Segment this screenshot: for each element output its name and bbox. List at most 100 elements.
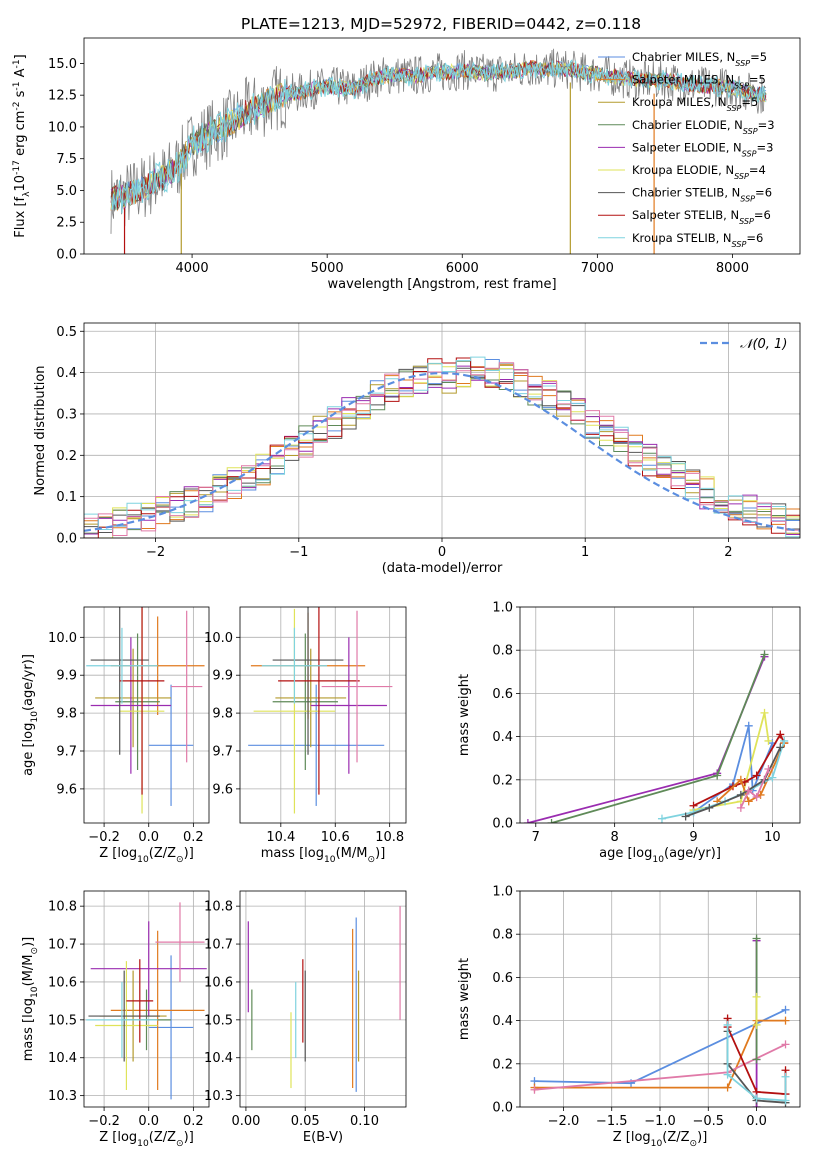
panel-spectrum: Chabrier MILES, NSSP=5 Salpeter MILES, NS… — [12, 37, 801, 292]
y-tick-label: 0.4 — [492, 1014, 513, 1029]
y-tick-label: 0.8 — [492, 928, 513, 943]
x-tick-label: 7000 — [581, 261, 614, 276]
series-point-4-4 — [776, 730, 785, 739]
x-tick-label: −0.2 — [88, 830, 120, 845]
y-tick-label: 10.6 — [48, 975, 77, 990]
y-tick-label: 10.8 — [48, 900, 77, 915]
model-spectrum-8 — [110, 61, 767, 210]
y-tick-label: 10.3 — [48, 1089, 77, 1104]
figure-title: PLATE=1213, MJD=52972, FIBERID=0442, z=0… — [241, 15, 641, 33]
y-tick-label: 5.0 — [56, 184, 77, 199]
x-tick-label: 8000 — [716, 261, 749, 276]
y-tick-label: 9.6 — [212, 782, 233, 797]
legend-label-normal: 𝒩(0, 1) — [740, 337, 787, 352]
errorbar-6 — [90, 607, 149, 755]
axes-frame — [83, 890, 210, 1108]
series-point-7-4 — [776, 743, 785, 752]
x-tick-label: 0.0 — [138, 830, 159, 845]
errorbar-8 — [86, 981, 158, 1058]
series-point-8-4 — [781, 1072, 790, 1081]
grid-lines — [520, 606, 800, 824]
errorbar-2 — [275, 648, 347, 748]
series-point-2-2 — [744, 721, 753, 730]
y-tick-label: 0.2 — [492, 1057, 513, 1072]
x-tick-label: 2 — [724, 545, 732, 560]
axis-ticks: −2 −1 0 1 2 0.0 0.1 0.2 0.3 0.4 0.5 — [56, 325, 732, 560]
legend-label-4: Salpeter ELODIE, NSSP=3 — [632, 140, 773, 158]
chart-panels: Chabrier MILES, NSSP=5 Salpeter MILES, NS… — [12, 37, 801, 1149]
y-tick-label: 9.7 — [56, 745, 77, 760]
plot-area — [86, 607, 205, 814]
x-tick-label: 0 — [438, 545, 446, 560]
y-tick-label: 0.6 — [492, 687, 513, 702]
x-axis-label: (data-model)/error — [382, 561, 503, 576]
axes-frame — [519, 606, 801, 824]
grid-lines — [240, 891, 406, 1107]
y-tick-label: 10.7 — [204, 938, 233, 953]
y-tick-label: 9.6 — [56, 782, 77, 797]
y-tick-label: 2.5 — [56, 216, 77, 231]
x-tick-label: 0.2 — [183, 1114, 204, 1129]
y-tick-label: 9.9 — [212, 669, 233, 684]
series-point-5-0 — [752, 1020, 761, 1029]
y-axis-label: Flux [fλ10-17 erg cm-2 s-1 A-1] — [12, 54, 32, 237]
errorbar-0 — [148, 955, 194, 1100]
axes-frame — [239, 606, 407, 824]
x-axis-label: age [log10(age/yr)] — [599, 846, 721, 865]
y-tick-label: 1.0 — [492, 601, 513, 616]
y-tick-label: 10.7 — [48, 938, 77, 953]
series-point-5-2 — [744, 797, 753, 806]
y-tick-label: 10.6 — [204, 975, 233, 990]
y-tick-label: 0.6 — [492, 971, 513, 986]
y-tick-label: 0.4 — [492, 730, 513, 745]
axes-frame — [83, 37, 801, 255]
y-axis-label: mass weight — [457, 958, 472, 1040]
x-axis-label: mass [log10(M/M⊙)] — [261, 846, 386, 865]
x-tick-label: 1 — [581, 545, 589, 560]
series-point-0-0 — [523, 819, 532, 823]
y-tick-label: 0.2 — [492, 773, 513, 788]
y-tick-label: 0.0 — [56, 248, 77, 263]
model-spectrum-top — [110, 59, 766, 214]
y-tick-label: 7.5 — [56, 152, 77, 167]
y-tick-label: 9.8 — [56, 707, 77, 722]
x-axis-label: wavelength [Angstrom, rest frame] — [327, 277, 556, 292]
y-tick-label: 0.0 — [492, 817, 513, 832]
series-point-0-2 — [781, 1005, 790, 1014]
plot-area — [84, 356, 800, 538]
panel-residuals: 𝒩(0, 1) −2 −1 0 1 2 0.0 0.1 0.2 0.3 0.4 0.5 (data-mo… — [33, 322, 801, 576]
series-point-4-3 — [752, 771, 761, 780]
plot-area — [523, 650, 789, 823]
plot-area — [110, 48, 767, 254]
errorbar-7 — [119, 607, 165, 795]
y-tick-label: 10.0 — [48, 631, 77, 646]
legend-label-2: Kroupa MILES, NSSP=5 — [632, 95, 758, 113]
x-tick-label: 10.8 — [375, 830, 404, 845]
x-axis-label: Z [log10(Z/Z⊙)] — [99, 1130, 194, 1149]
errorbar-4 — [310, 637, 387, 774]
y-tick-label: 0.4 — [56, 366, 77, 381]
x-tick-label: 0.2 — [183, 830, 204, 845]
x-tick-label: 10.6 — [321, 830, 350, 845]
errorbar-6 — [88, 970, 160, 1062]
x-tick-label: 0.0 — [746, 1114, 767, 1129]
x-tick-label: −1 — [289, 545, 308, 560]
y-tick-label: 10.0 — [204, 631, 233, 646]
y-tick-label: 10.4 — [204, 1051, 233, 1066]
y-tick-label: 0.8 — [492, 644, 513, 659]
x-tick-label: −2 — [146, 545, 165, 560]
panel-age_vs_Z: −0.2 0.0 0.2 9.6 9.7 9.8 9.9 10.0 Z [log10(Z/Z⊙)… — [21, 606, 210, 865]
series-point-1-0 — [547, 819, 556, 823]
panel-weight_vs_age: 7 8 9 10 0.0 0.2 0.4 0.6 0.8 1.0 age [log10(age/yr… — [457, 601, 801, 865]
plot-area — [86, 902, 207, 1100]
y-tick-label: 0.5 — [56, 325, 77, 340]
x-tick-label: −1.0 — [644, 1114, 676, 1129]
series-point-8-3 — [781, 1096, 790, 1105]
x-tick-label: 7 — [532, 830, 540, 845]
series-point-6-0 — [657, 814, 666, 823]
errorbar-0 — [248, 684, 385, 806]
errorbar-3 — [272, 633, 338, 770]
series-point-1-3 — [781, 1016, 790, 1025]
y-tick-label: 9.9 — [56, 669, 77, 684]
series-point-4-1 — [752, 934, 761, 943]
